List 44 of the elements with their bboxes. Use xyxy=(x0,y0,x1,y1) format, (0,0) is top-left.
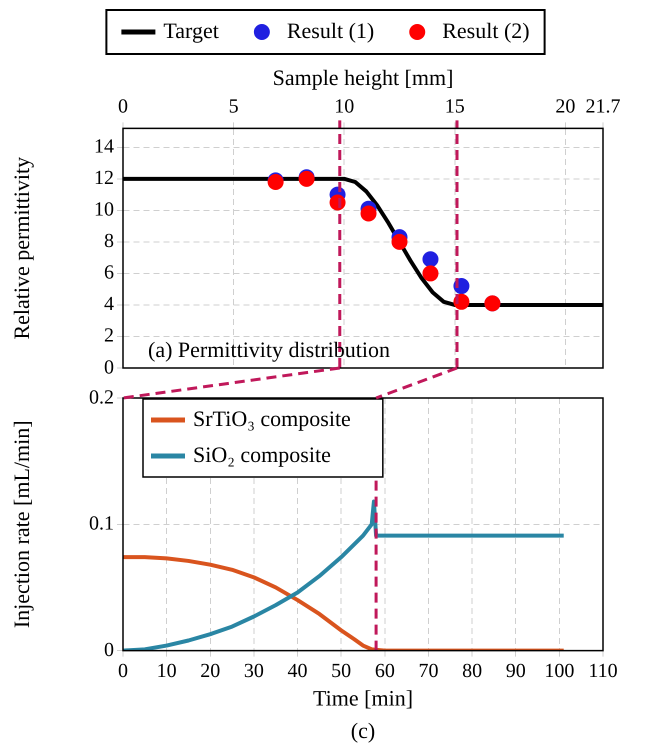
x-tick-label: 5 xyxy=(228,96,239,118)
x-tick-label: 50 xyxy=(331,660,352,682)
x-tick-label: 70 xyxy=(418,660,438,682)
y-tick-label: 2 xyxy=(104,324,114,347)
y-tick-label: 12 xyxy=(94,167,114,190)
x-tick-label: 20 xyxy=(200,660,220,682)
x-tick-label: 100 xyxy=(544,660,574,682)
x-tick-label: 10 xyxy=(334,96,354,118)
point xyxy=(360,206,377,222)
x-tick-label: 10 xyxy=(156,660,177,682)
point xyxy=(422,251,438,268)
x-tick-label: 20 xyxy=(555,96,576,118)
text: (c) xyxy=(350,718,376,743)
point xyxy=(422,265,438,282)
y-axis-title: Relative permittivity xyxy=(8,156,34,340)
x-tick-label: 15 xyxy=(444,96,465,118)
x-tick-label: 90 xyxy=(506,660,526,682)
legend-label: SrTiO₃ composite xyxy=(193,406,351,431)
y-tick-label: 14 xyxy=(94,136,114,158)
y-tick-label: 0 xyxy=(104,356,114,378)
x-axis-title: Sample height [mm] xyxy=(272,64,454,90)
legend-label: Result (2) xyxy=(442,18,530,43)
y-tick-label: 0.1 xyxy=(89,512,114,535)
legend-label: Result (1) xyxy=(286,18,374,43)
x-tick-label: 60 xyxy=(374,660,395,682)
legend-label: Target xyxy=(163,18,219,43)
y-tick-label: 10 xyxy=(94,198,114,221)
x-tick-label: 110 xyxy=(588,660,618,682)
x-axis-title: Time [min] xyxy=(312,686,414,711)
x-tick-label: 0 xyxy=(118,660,128,682)
y-tick-label: 0 xyxy=(104,638,114,661)
point xyxy=(392,234,408,250)
y-tick-label: 8 xyxy=(104,230,114,252)
x-tick-label: 30 xyxy=(244,660,264,682)
legend-label: SiO₂ composite xyxy=(193,442,331,467)
x-tick-label: 80 xyxy=(462,660,482,682)
y-tick-label: 0.2 xyxy=(89,386,114,408)
y-tick-label: 6 xyxy=(104,262,114,284)
y-tick-label: 4 xyxy=(104,293,114,316)
x-tick-label: 40 xyxy=(288,660,308,682)
y-axis-title: Injection rate [mL/min] xyxy=(8,420,34,628)
x-tick-label: 21.7 xyxy=(586,96,620,118)
x-tick-label: 0 xyxy=(118,96,128,118)
annotation: (a) Permittivity distribution xyxy=(148,336,390,362)
